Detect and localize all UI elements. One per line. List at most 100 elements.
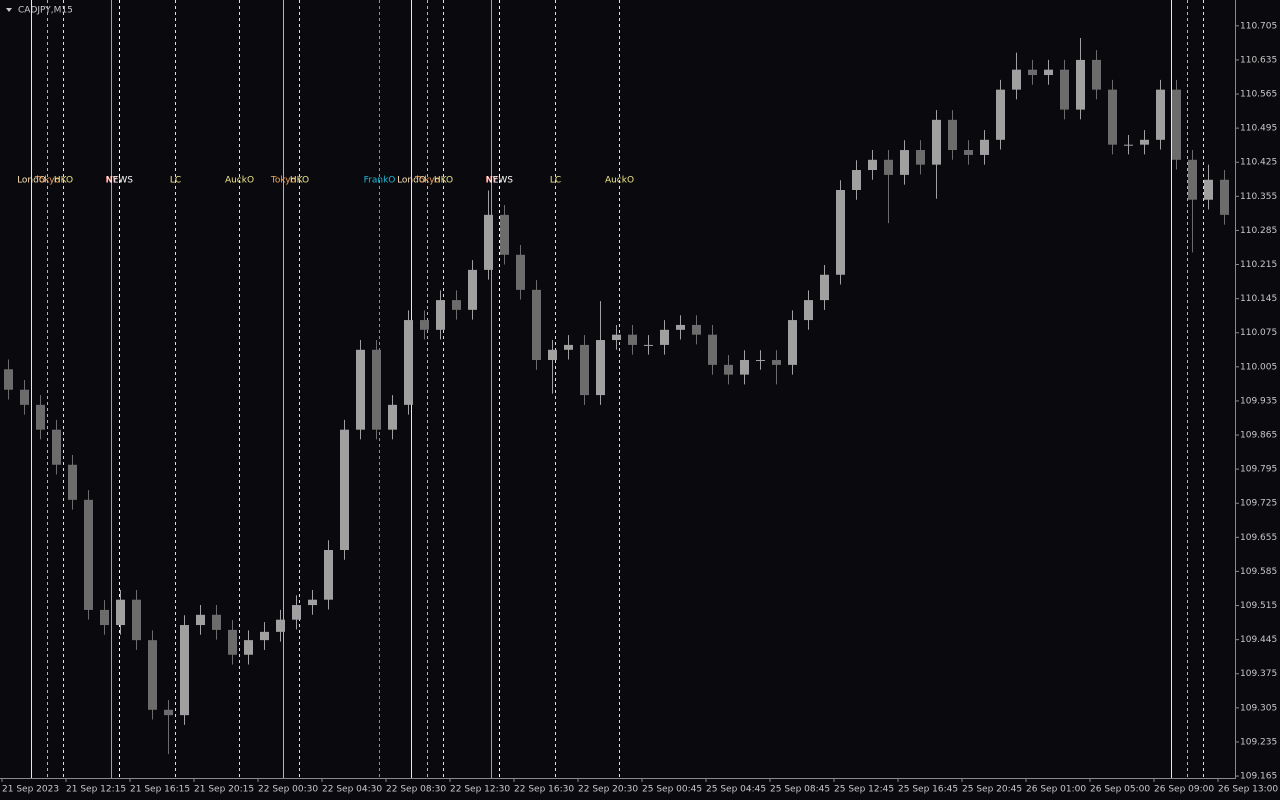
candle-body	[52, 429, 61, 465]
y-tick-label: 109.795	[1240, 465, 1277, 475]
session-label: AuckO	[605, 176, 634, 186]
x-tick-label: 21 Sep 20:15	[194, 785, 254, 795]
session-label: HKO	[434, 176, 453, 186]
candle-body	[724, 364, 733, 375]
candle-body	[532, 289, 541, 361]
candle-body	[260, 631, 269, 641]
candle-body	[148, 640, 157, 710]
candle-body	[644, 344, 653, 346]
candle-body	[692, 324, 701, 335]
x-tick-label: 25 Sep 04:45	[706, 785, 766, 795]
candle-body	[900, 150, 909, 175]
candle-body	[244, 640, 253, 655]
symbol-menu-icon[interactable]	[6, 8, 12, 12]
candle-body	[1204, 179, 1213, 200]
candle-body	[548, 349, 557, 361]
candle-body	[964, 150, 973, 155]
candle-body	[404, 320, 413, 405]
candle-body	[596, 340, 605, 396]
candle-body	[20, 389, 29, 405]
y-tick-label: 110.495	[1240, 124, 1277, 134]
x-tick-label: 26 Sep 13:00	[1218, 785, 1278, 795]
session-label: LondO	[17, 176, 46, 186]
candle-body	[1220, 179, 1229, 215]
candle-body	[484, 214, 493, 270]
candle-body	[500, 214, 509, 255]
session-label: FrankO	[364, 176, 396, 186]
candle-body	[132, 599, 141, 641]
candle-body	[388, 404, 397, 430]
x-tick-label: 25 Sep 08:45	[770, 785, 830, 795]
candle-body	[356, 349, 365, 430]
candle-body	[468, 269, 477, 310]
y-tick-label: 109.165	[1240, 772, 1277, 782]
candle-body	[164, 709, 173, 716]
x-tick-label: 22 Sep 16:30	[514, 785, 574, 795]
y-tick-label: 109.445	[1240, 635, 1277, 645]
candle-body	[772, 360, 781, 365]
x-tick-label: 21 Sep 2023	[2, 785, 59, 795]
candle-body	[324, 550, 333, 600]
session-label: NEWS	[486, 176, 513, 186]
candle-body	[676, 324, 685, 330]
y-tick-label: 109.865	[1240, 431, 1277, 441]
candle-body	[852, 170, 861, 190]
x-tick-label: 22 Sep 00:30	[258, 785, 318, 795]
candle-body	[340, 429, 349, 551]
y-tick-label: 109.235	[1240, 737, 1277, 747]
candle-body	[1124, 144, 1133, 146]
y-tick-label: 109.375	[1240, 669, 1277, 679]
session-label: NY	[485, 176, 498, 186]
candle-body	[1156, 89, 1165, 140]
candle-body	[932, 119, 941, 165]
y-tick-label: 110.355	[1240, 192, 1277, 202]
candle-body	[1076, 59, 1085, 110]
y-tick-label: 109.305	[1240, 703, 1277, 713]
candle-body	[996, 89, 1005, 140]
candle-body	[1044, 69, 1053, 76]
session-label: AuckO	[225, 176, 254, 186]
y-tick-label: 109.655	[1240, 533, 1277, 543]
candle-body	[1108, 89, 1117, 145]
x-tick-label: 26 Sep 05:00	[1090, 785, 1150, 795]
x-tick-label: 22 Sep 08:30	[386, 785, 446, 795]
candle-body	[68, 464, 77, 500]
candle-body	[100, 609, 109, 626]
candle-body	[980, 139, 989, 155]
candle-body	[708, 334, 717, 365]
candle-body	[452, 300, 461, 310]
candle-body	[1172, 89, 1181, 160]
candle-body	[36, 404, 45, 430]
x-tick-label: 26 Sep 01:00	[1026, 785, 1086, 795]
candle-body	[372, 349, 381, 430]
x-tick-label: 25 Sep 20:45	[962, 785, 1022, 795]
candle-body	[580, 344, 589, 396]
candle-body	[420, 320, 429, 330]
candle-body	[1028, 69, 1037, 76]
y-tick-label: 109.725	[1240, 499, 1277, 509]
candle-body	[308, 599, 317, 606]
candle-body	[836, 189, 845, 275]
candle-body	[628, 334, 637, 345]
session-label: LondO	[397, 176, 426, 186]
y-tick-label: 110.145	[1240, 294, 1277, 304]
candle-body	[564, 344, 573, 350]
y-tick-label: 109.515	[1240, 601, 1277, 611]
candle-body	[916, 150, 925, 165]
session-label: LC	[170, 176, 181, 186]
session-label: HKO	[290, 176, 309, 186]
candle-body	[1140, 139, 1149, 145]
y-tick-label: 110.565	[1240, 90, 1277, 100]
x-tick-label: 25 Sep 00:45	[642, 785, 702, 795]
x-tick-label: 22 Sep 04:30	[322, 785, 382, 795]
candle-body	[84, 499, 93, 610]
candle-body	[1012, 69, 1021, 90]
candle-body	[804, 300, 813, 321]
candle-body	[1092, 59, 1101, 90]
y-tick-label: 109.585	[1240, 567, 1277, 577]
x-tick-label: 22 Sep 20:30	[578, 785, 638, 795]
x-tick-label: 25 Sep 16:45	[898, 785, 958, 795]
candle-body	[740, 360, 749, 375]
session-label: HKO	[54, 176, 73, 186]
